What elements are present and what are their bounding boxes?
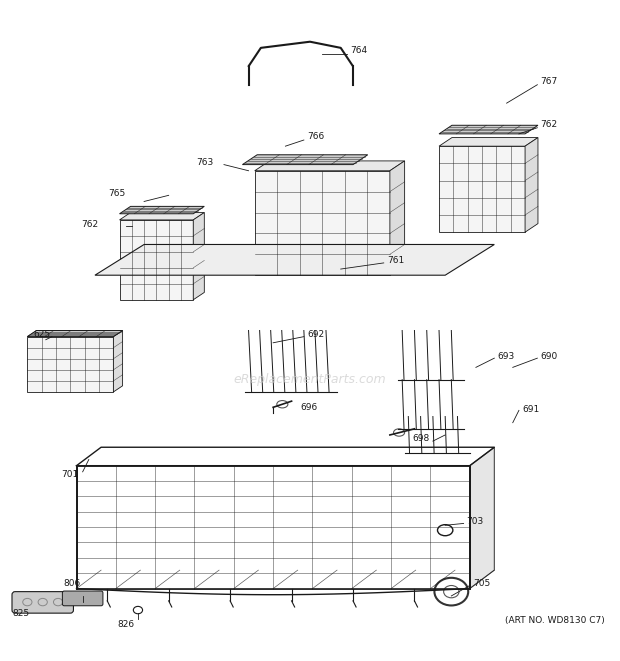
Text: 762: 762: [81, 219, 98, 229]
Polygon shape: [242, 155, 368, 165]
Polygon shape: [390, 161, 405, 275]
Text: 762: 762: [541, 120, 557, 129]
Polygon shape: [525, 137, 538, 232]
Polygon shape: [120, 213, 205, 220]
Text: 696: 696: [301, 403, 318, 412]
Text: 705: 705: [473, 579, 490, 588]
Text: (ART NO. WD8130 C7): (ART NO. WD8130 C7): [505, 617, 605, 625]
Text: 701: 701: [61, 471, 78, 479]
Text: 826: 826: [117, 620, 134, 629]
Polygon shape: [27, 330, 123, 336]
Polygon shape: [95, 245, 494, 275]
Polygon shape: [193, 213, 205, 300]
Text: eReplacementParts.com: eReplacementParts.com: [234, 373, 386, 386]
Polygon shape: [439, 137, 538, 146]
Polygon shape: [439, 146, 525, 232]
Text: 692: 692: [307, 330, 324, 339]
Text: 693: 693: [497, 352, 515, 361]
Text: 767: 767: [541, 77, 557, 86]
Polygon shape: [255, 161, 405, 171]
Text: 763: 763: [197, 158, 213, 167]
Text: 766: 766: [307, 132, 324, 141]
Text: 703: 703: [467, 517, 484, 526]
Polygon shape: [27, 330, 123, 336]
Text: 761: 761: [387, 256, 404, 265]
Text: 698: 698: [412, 434, 430, 442]
Text: 765: 765: [108, 189, 126, 198]
Text: 764: 764: [350, 46, 367, 56]
Polygon shape: [255, 171, 390, 275]
Text: 806: 806: [63, 579, 80, 588]
Text: 690: 690: [541, 352, 557, 361]
Text: 691: 691: [522, 405, 539, 414]
Polygon shape: [113, 330, 123, 392]
Text: 625: 625: [33, 330, 51, 339]
Polygon shape: [27, 336, 113, 392]
Polygon shape: [120, 206, 205, 214]
FancyBboxPatch shape: [63, 591, 103, 605]
Polygon shape: [470, 447, 494, 588]
Polygon shape: [120, 220, 193, 300]
Text: 825: 825: [12, 609, 29, 617]
Polygon shape: [439, 126, 538, 134]
FancyBboxPatch shape: [12, 592, 73, 613]
